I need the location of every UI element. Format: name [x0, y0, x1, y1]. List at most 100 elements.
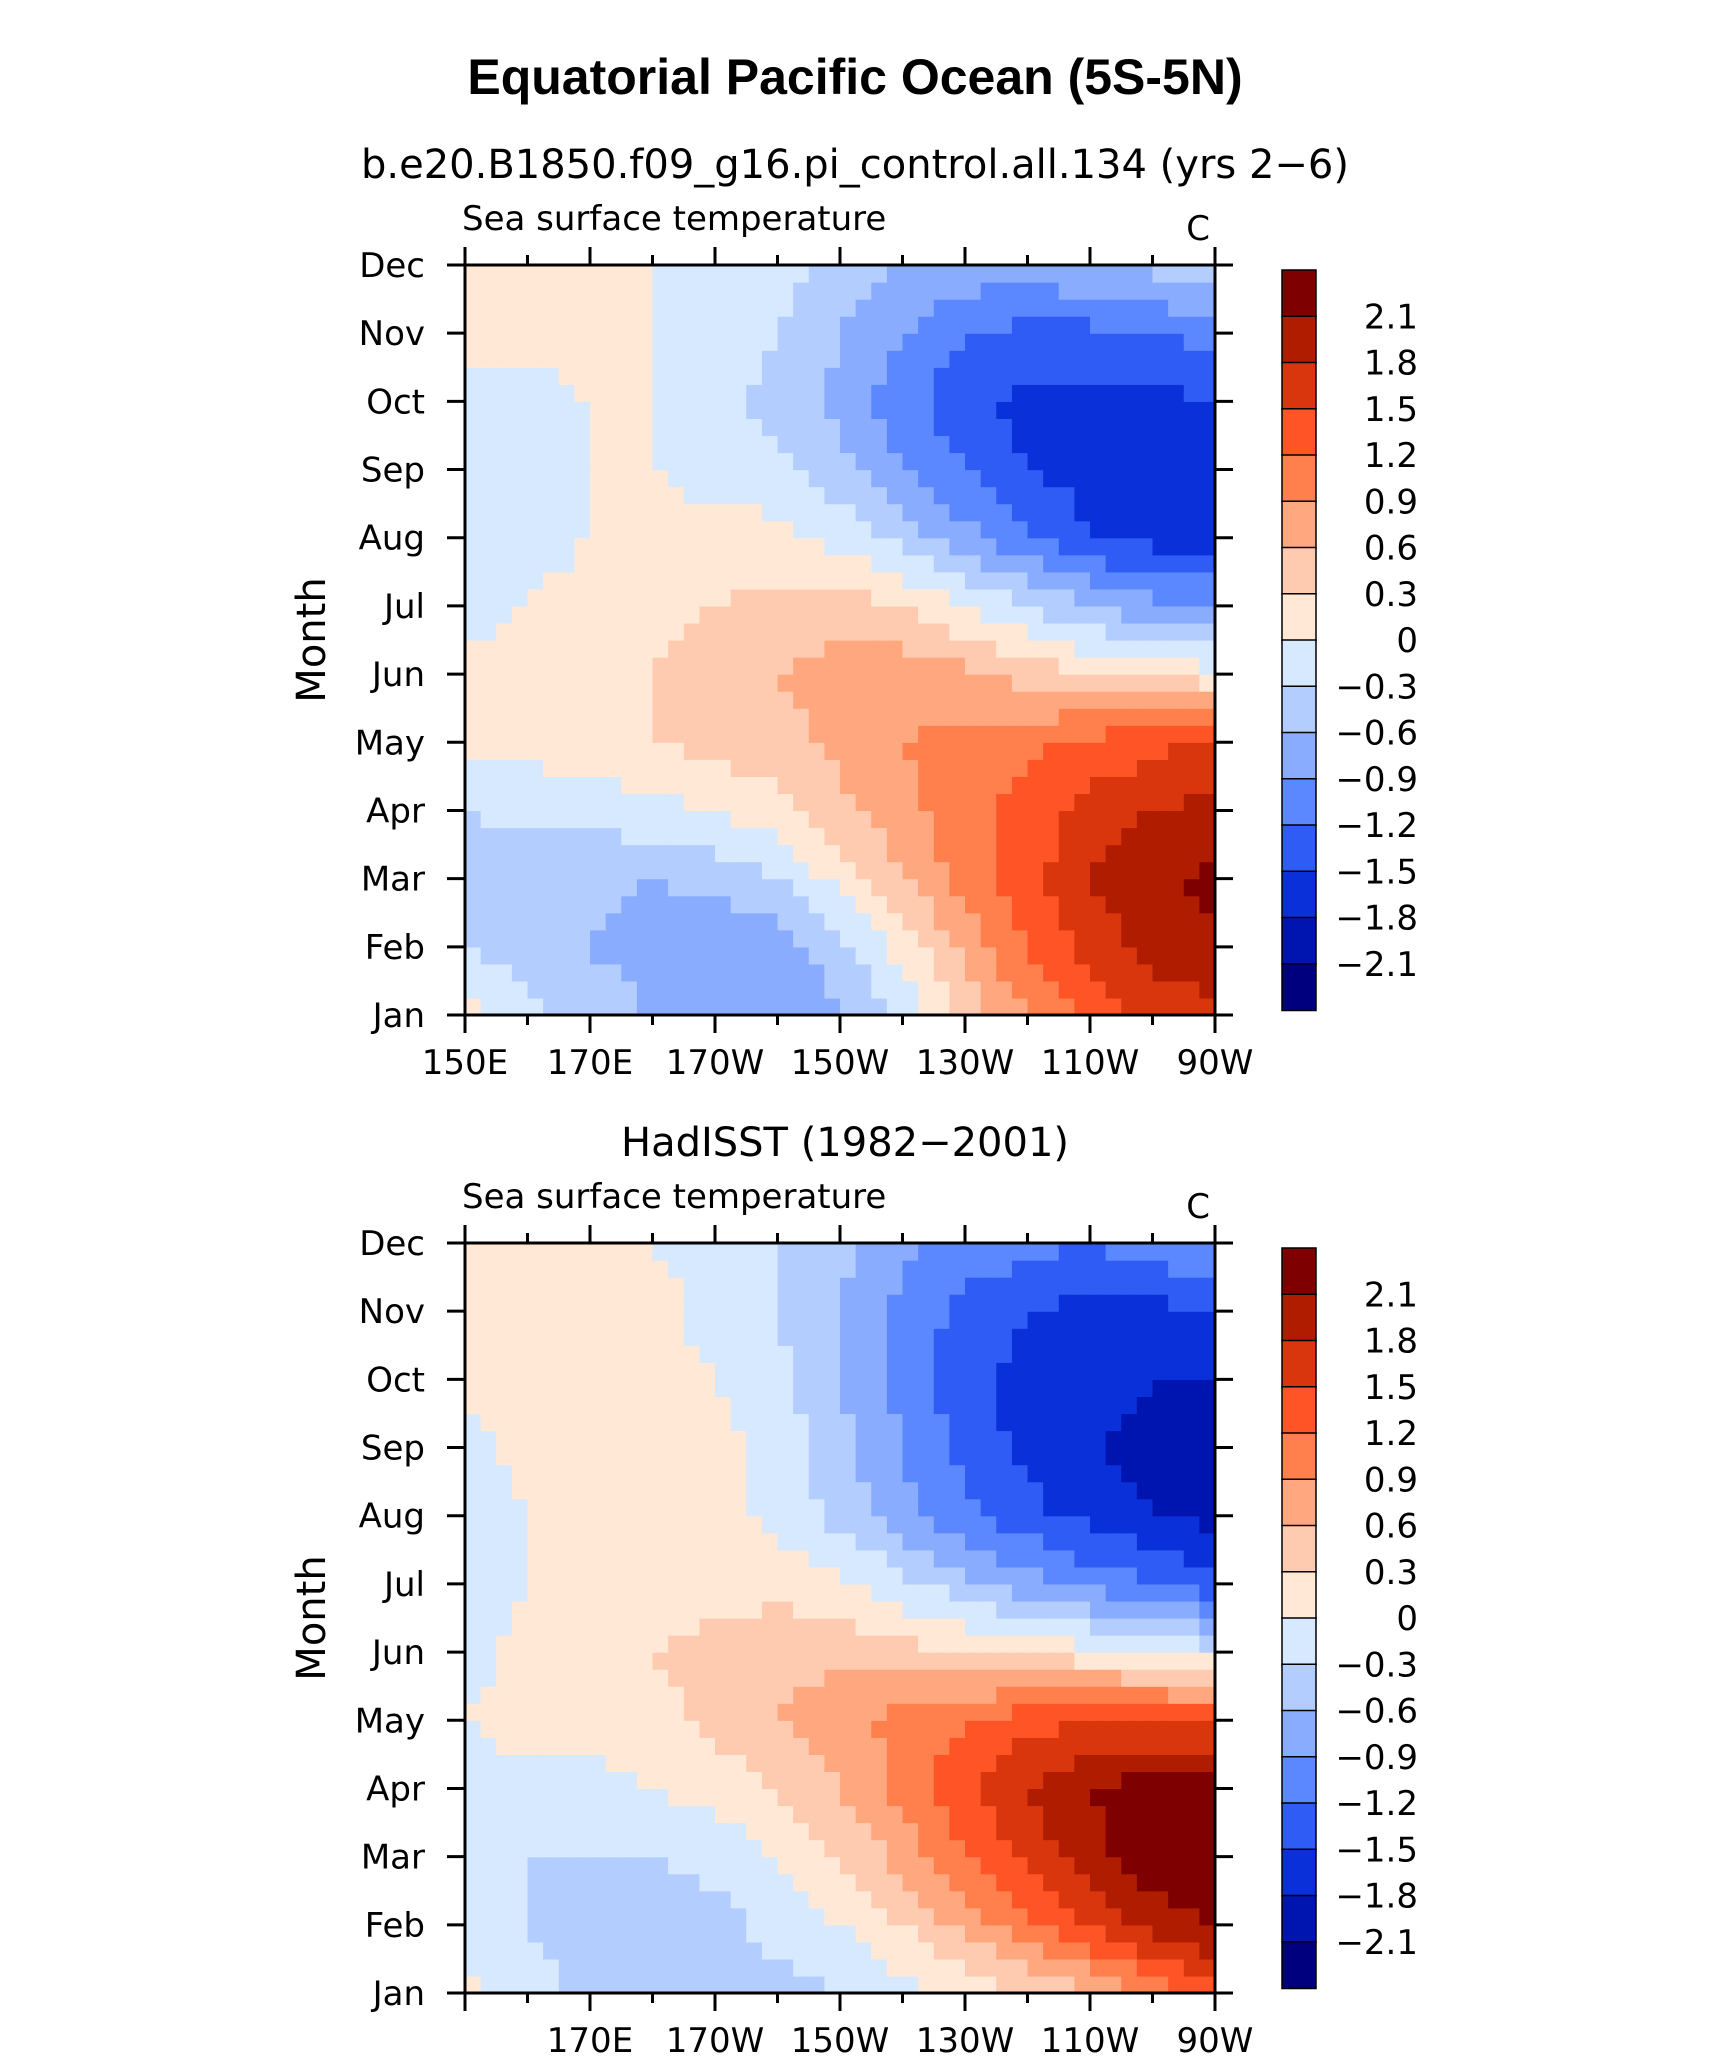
contour-cell	[1058, 844, 1075, 863]
contour-cell	[699, 1907, 716, 1926]
contour-cell	[996, 299, 1013, 317]
contour-cell	[590, 1686, 607, 1704]
contour-cell	[1058, 605, 1075, 624]
contour-cell	[761, 861, 779, 880]
contour-cell	[699, 980, 716, 999]
y-tick-label: Aug	[359, 519, 425, 559]
contour-cell	[1199, 1413, 1216, 1432]
contour-cell	[871, 418, 888, 437]
contour-cell	[668, 963, 685, 982]
contour-cell	[965, 1873, 982, 1892]
contour-cell	[746, 861, 763, 880]
contour-cell	[871, 1379, 888, 1398]
contour-cell	[761, 452, 779, 471]
contour-cell	[824, 1498, 841, 1517]
contour-cell	[621, 1669, 638, 1687]
contour-cell	[636, 946, 654, 965]
contour-cell	[558, 929, 575, 948]
contour-cell	[933, 1481, 950, 1500]
contour-cell	[730, 384, 747, 402]
contour-cell	[886, 776, 904, 795]
contour-cell	[636, 657, 654, 675]
contour-cell	[746, 827, 763, 846]
contour-cell	[636, 1907, 654, 1926]
contour-cell	[746, 1396, 763, 1415]
contour-cell	[511, 708, 529, 726]
contour-cell	[933, 1635, 950, 1653]
contour-cell	[543, 1941, 560, 1960]
contour-cell	[715, 537, 732, 556]
contour-cell	[590, 674, 607, 692]
contour-cell	[1121, 1635, 1138, 1653]
contour-cell	[1043, 1703, 1060, 1721]
contour-cell	[730, 299, 747, 317]
contour-cell	[1011, 333, 1029, 351]
contour-cell	[699, 1447, 716, 1466]
contour-cell	[840, 1532, 857, 1551]
contour-cell	[1136, 1907, 1154, 1926]
contour-cell	[965, 1294, 982, 1312]
contour-cell	[511, 1958, 529, 1977]
contour-cell	[902, 401, 919, 420]
contour-cell	[824, 1583, 841, 1602]
contour-cell	[574, 486, 591, 505]
contour-cell	[1168, 776, 1185, 795]
contour-cell	[1183, 1771, 1200, 1790]
contour-cell	[824, 946, 841, 965]
contour-cell	[902, 657, 919, 675]
contour-cell	[808, 367, 825, 385]
contour-cell	[824, 1754, 841, 1773]
contour-cell	[761, 435, 779, 454]
contour-cell	[496, 1413, 513, 1432]
contour-cell	[1074, 1481, 1091, 1500]
contour-cell	[980, 554, 997, 573]
contour-cell	[496, 1464, 513, 1483]
contour-cell	[1058, 316, 1075, 334]
contour-cell	[902, 1890, 919, 1909]
contour-cell	[699, 1720, 716, 1738]
contour-cell	[730, 486, 747, 505]
contour-cell	[949, 486, 966, 505]
contour-cell	[605, 469, 622, 488]
contour-cell	[871, 299, 888, 317]
panel-1-x-axis: 150E 170E 170W 150W 130W 110W 90W	[422, 247, 1253, 1083]
contour-cell	[1152, 1618, 1169, 1636]
colorbar-label: 1.2	[1364, 436, 1418, 476]
contour-cell	[980, 1703, 997, 1721]
contour-cell	[1105, 1566, 1122, 1585]
contour-cell	[465, 1924, 482, 1943]
contour-cell	[652, 1788, 669, 1807]
contour-cell	[793, 1583, 810, 1602]
contour-cell	[1074, 980, 1091, 999]
contour-cell	[808, 1924, 825, 1943]
contour-cell	[886, 963, 904, 982]
contour-cell	[918, 503, 935, 522]
contour-cell	[480, 316, 497, 334]
contour-cell	[855, 895, 872, 914]
contour-cell	[1152, 1328, 1169, 1346]
contour-cell	[793, 1277, 810, 1295]
contour-cell	[777, 1771, 794, 1790]
contour-cell	[668, 1720, 685, 1738]
contour-cell	[886, 1703, 904, 1721]
contour-cell	[980, 1924, 997, 1943]
contour-cell	[996, 1686, 1013, 1704]
contour-cell	[793, 503, 810, 522]
contour-cell	[1168, 1583, 1185, 1602]
contour-cell	[590, 657, 607, 675]
contour-cell	[933, 759, 950, 777]
contour-cell	[1168, 1975, 1185, 1994]
contour-cell	[636, 1498, 654, 1517]
contour-cell	[1043, 554, 1060, 573]
contour-cell	[840, 537, 857, 556]
contour-cell	[855, 1686, 872, 1704]
contour-cell	[840, 963, 857, 982]
contour-cell	[683, 997, 700, 1016]
contour-cell	[1105, 793, 1122, 812]
colorbar-label: 1.8	[1364, 344, 1418, 384]
contour-cell	[527, 1805, 544, 1824]
contour-cell	[1168, 1277, 1185, 1295]
contour-cell	[980, 1311, 997, 1329]
contour-cell	[1074, 1975, 1091, 1994]
contour-cell	[715, 1771, 732, 1790]
